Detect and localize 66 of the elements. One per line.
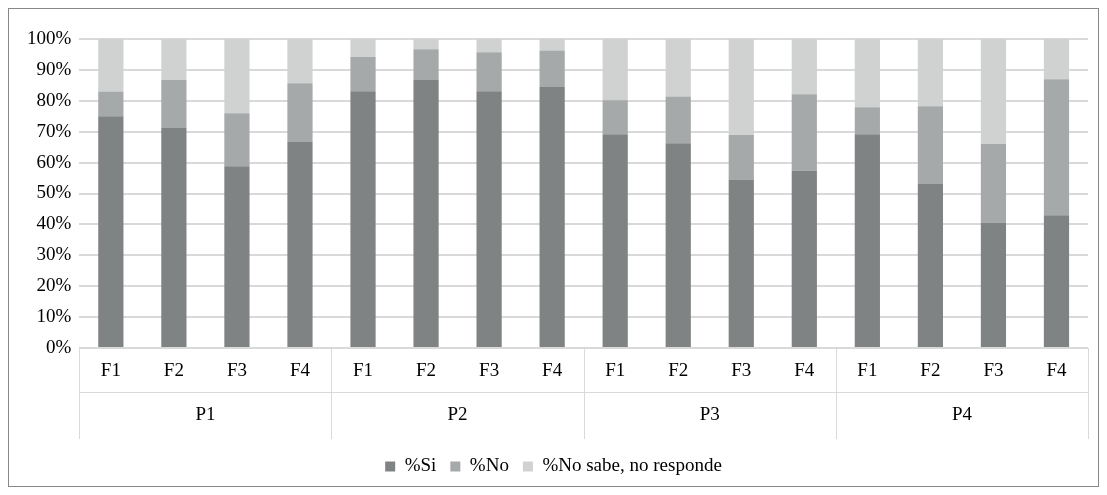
bar (602, 134, 628, 347)
bar (791, 170, 817, 347)
y-tick-label: 100% (27, 26, 72, 48)
bar (287, 83, 313, 142)
text: P1 (195, 403, 216, 425)
legend-label: %No sabe, no responde (542, 454, 722, 476)
y-tick-label: 40% (36, 212, 72, 234)
bar (1043, 215, 1070, 347)
y-tick-label: 0% (46, 335, 72, 357)
text: P3 (699, 403, 720, 425)
bar (665, 143, 691, 347)
bar (728, 135, 754, 180)
y-tick-label: 30% (36, 243, 72, 265)
x-tick-label: F1 (100, 359, 121, 381)
x-tick-label: F4 (1046, 359, 1068, 381)
x-tick-label: F2 (416, 359, 437, 381)
x-tick-label: F4 (542, 359, 563, 381)
x-tick-label: F4 (289, 359, 311, 381)
bar (98, 116, 124, 347)
bar (287, 141, 313, 347)
x-tick-label: F4 (794, 359, 815, 381)
bar (1043, 79, 1070, 216)
bar (350, 91, 376, 347)
x-tick-label: F1 (352, 359, 374, 381)
bar (854, 134, 880, 347)
x-tick-label: F1 (605, 359, 626, 381)
text: P4 (951, 403, 973, 425)
bar (224, 166, 250, 347)
bar (224, 113, 250, 167)
x-tick-label: F3 (479, 359, 500, 381)
y-tick-label: 50% (36, 181, 72, 203)
text: P2 (447, 403, 468, 425)
y-tick-label: 90% (36, 57, 72, 79)
bar (476, 91, 502, 347)
bar (413, 49, 439, 81)
bar (161, 80, 187, 128)
bar (350, 56, 376, 92)
bar (665, 96, 691, 144)
x-tick-label: F3 (983, 359, 1004, 381)
x-tick-label: F3 (731, 359, 752, 381)
x-tick-label: F2 (163, 359, 184, 381)
bar (854, 107, 880, 135)
bar (161, 127, 187, 347)
bar (980, 222, 1007, 347)
bar (917, 106, 943, 184)
y-tick-label: 60% (36, 150, 72, 172)
x-tick-label: F3 (226, 359, 247, 381)
bar (917, 183, 943, 347)
bar (728, 179, 754, 347)
x-tick-label: F2 (920, 359, 941, 381)
bar (413, 80, 439, 347)
bar (539, 86, 565, 347)
bar (602, 100, 628, 135)
bar (539, 50, 565, 87)
bar (791, 94, 817, 171)
legend-label: %Si (404, 454, 437, 476)
y-tick-label: 20% (36, 274, 72, 296)
y-tick-label: 70% (36, 119, 72, 141)
bar (476, 52, 502, 92)
legend-label: %No (469, 454, 509, 476)
y-tick-label: 80% (36, 88, 72, 110)
bar (98, 91, 124, 117)
bar (980, 144, 1007, 223)
x-tick-label: F2 (668, 359, 689, 381)
x-tick-label: F1 (857, 359, 878, 381)
y-tick-label: 10% (36, 305, 72, 327)
